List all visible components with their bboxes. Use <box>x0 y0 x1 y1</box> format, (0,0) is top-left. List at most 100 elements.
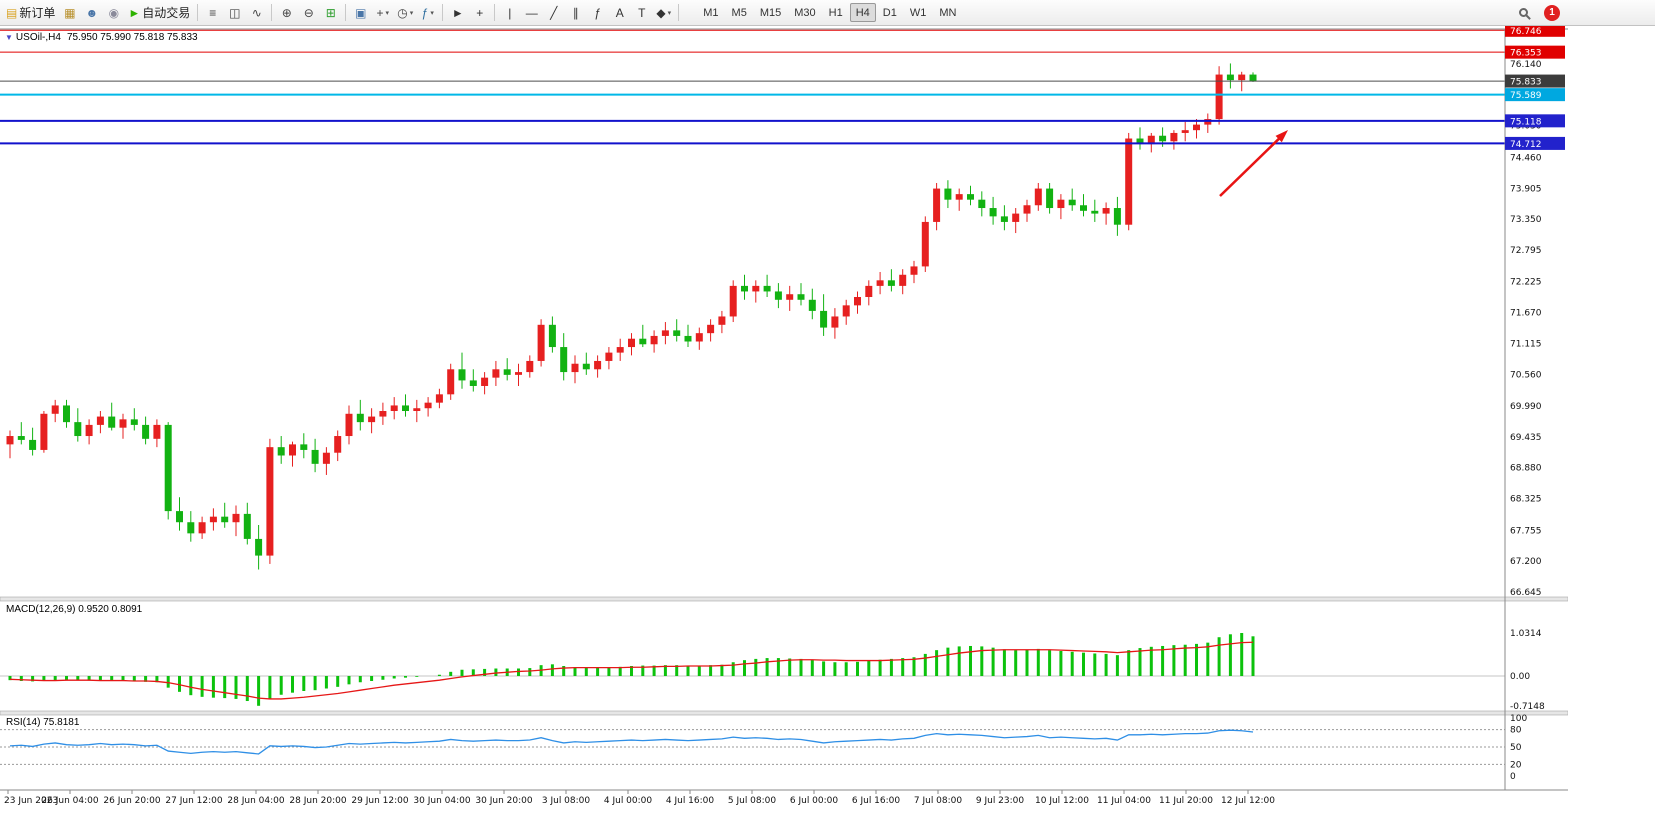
svg-text:28 Jun 04:00: 28 Jun 04:00 <box>227 796 284 806</box>
rsi-line <box>9 729 1254 755</box>
autotrade-label: 自动交易 <box>142 6 191 20</box>
toolbar-separator <box>345 4 347 21</box>
toolbar-separator <box>271 4 273 21</box>
arrows-caret-icon: ▾ <box>667 9 672 17</box>
equidistant-channel-icon: ∥ <box>572 5 579 20</box>
terminal-button[interactable]: ▦ <box>59 2 80 23</box>
crosshair-button[interactable]: + <box>469 2 490 23</box>
vertical-line-button[interactable]: | <box>499 2 520 23</box>
svg-text:4 Jul 00:00: 4 Jul 00:00 <box>604 796 653 806</box>
svg-text:26 Jun 04:00: 26 Jun 04:00 <box>41 796 98 806</box>
line-chart-button[interactable]: ∿ <box>246 2 267 23</box>
svg-text:71.115: 71.115 <box>1510 339 1542 349</box>
profile-button[interactable]: ☻ <box>81 2 102 23</box>
cursor-button[interactable]: ► <box>447 2 468 23</box>
autotrade-icon: ► <box>128 5 141 20</box>
svg-text:1.0314: 1.0314 <box>1510 629 1542 639</box>
svg-text:73.350: 73.350 <box>1510 215 1542 225</box>
svg-text:3 Jul 08:00: 3 Jul 08:00 <box>542 796 591 806</box>
trend-arrow[interactable] <box>1219 130 1288 197</box>
price-label-75.833: 75.833 <box>1505 74 1565 88</box>
timeframe-button-m15[interactable]: M15 <box>754 3 787 22</box>
horizontal-line-button[interactable]: — <box>521 2 542 23</box>
svg-text:9 Jul 23:00: 9 Jul 23:00 <box>976 796 1025 806</box>
timeframe-button-w1[interactable]: W1 <box>904 3 933 22</box>
trendline-button[interactable]: ╱ <box>543 2 564 23</box>
svg-text:71.670: 71.670 <box>1510 309 1542 319</box>
new-order-label: 新订单 <box>19 6 56 20</box>
zoom-out-icon: ⊖ <box>303 5 314 20</box>
symbol-dropdown-icon[interactable]: ▼ <box>5 33 13 42</box>
price-axis[interactable]: 76.14075.58575.03074.46073.90573.35072.7… <box>1510 60 1545 782</box>
indicators-button[interactable]: ƒ ▾ <box>417 2 438 23</box>
svg-text:28 Jun 20:00: 28 Jun 20:00 <box>289 796 346 806</box>
timeframe-button-h4[interactable]: H4 <box>849 3 876 22</box>
timeframe-toolbar: M1 M5 M15 M30 H1 H4 D1 W1 MN <box>697 3 962 22</box>
svg-text:75.118: 75.118 <box>1510 117 1542 127</box>
macd-pane-divider[interactable] <box>0 596 1568 602</box>
grid-button[interactable]: ⊞ <box>320 2 341 23</box>
price-label-76.746: 76.746 <box>1505 26 1565 37</box>
tile-windows-icon: ▣ <box>355 5 367 20</box>
notification-badge[interactable]: 1 <box>1544 4 1560 21</box>
timeframe-button-m5[interactable]: M5 <box>726 3 753 22</box>
rsi-label: RSI(14) 75.8181 <box>6 717 79 728</box>
indicators-icon: ƒ <box>421 5 429 20</box>
svg-text:74.460: 74.460 <box>1510 153 1542 163</box>
zoom-in-button[interactable]: ⊕ <box>276 2 297 23</box>
svg-text:23 Jun 2023: 23 Jun 2023 <box>4 796 58 806</box>
text-label-icon: T <box>638 5 646 20</box>
svg-text:11 Jul 20:00: 11 Jul 20:00 <box>1159 796 1213 806</box>
rsi-pane-divider[interactable] <box>0 710 1568 716</box>
fibonacci-button[interactable]: ƒ <box>587 2 608 23</box>
svg-text:74.712: 74.712 <box>1510 140 1542 150</box>
svg-text:0: 0 <box>1510 772 1516 782</box>
profiles-icon: ◷ <box>397 5 408 20</box>
tile-windows-button[interactable]: ▣ <box>350 2 371 23</box>
svg-text:50: 50 <box>1510 743 1522 753</box>
chart-canvas[interactable]: 76.14075.58575.03074.46073.90573.35072.7… <box>0 26 1568 829</box>
svg-text:-0.7148: -0.7148 <box>1510 702 1545 712</box>
timeframe-button-h1[interactable]: H1 <box>823 3 849 22</box>
svg-text:20: 20 <box>1510 760 1522 770</box>
chart-title: ▼ USOil-,H4 75.950 75.990 75.818 75.833 <box>5 32 198 43</box>
timeframe-button-mn[interactable]: MN <box>933 3 962 22</box>
text-label-button[interactable]: T <box>631 2 652 23</box>
svg-text:67.755: 67.755 <box>1510 526 1542 536</box>
indicators-caret-icon: ▾ <box>430 9 434 17</box>
arrows-button[interactable]: ◆ ▾ <box>653 2 674 23</box>
zoom-out-button[interactable]: ⊖ <box>298 2 319 23</box>
alerts-icon: ◉ <box>108 5 120 20</box>
text-button[interactable]: A <box>609 2 630 23</box>
profiles-button[interactable]: ◷ ▾ <box>394 2 416 23</box>
new-order-button[interactable]: ▤ 新订单 <box>3 2 58 23</box>
alerts-button[interactable]: ◉ <box>103 2 124 23</box>
cursor-icon: ► <box>451 5 464 20</box>
svg-text:29 Jun 12:00: 29 Jun 12:00 <box>351 796 408 806</box>
svg-text:72.225: 72.225 <box>1510 278 1542 288</box>
timeframe-button-m1[interactable]: M1 <box>697 3 724 22</box>
svg-text:76.140: 76.140 <box>1510 60 1542 70</box>
candlestick-chart-button[interactable]: ◫ <box>224 2 245 23</box>
new-chart-button[interactable]: + ▾ <box>372 2 393 23</box>
macd-values: 0.9520 0.8091 <box>78 604 143 615</box>
macd-pane <box>0 632 1505 706</box>
equidistant-channel-button[interactable]: ∥ <box>565 2 586 23</box>
svg-text:80: 80 <box>1510 726 1522 736</box>
svg-text:30 Jun 04:00: 30 Jun 04:00 <box>413 796 470 806</box>
timeframe-button-d1[interactable]: D1 <box>877 3 903 22</box>
svg-text:75.589: 75.589 <box>1510 91 1542 101</box>
toolbar-separator <box>678 4 680 21</box>
svg-text:4 Jul 16:00: 4 Jul 16:00 <box>666 796 715 806</box>
bar-chart-button[interactable]: ≡ <box>202 2 223 23</box>
search-icon <box>1519 8 1528 17</box>
autotrade-button[interactable]: ► 自动交易 <box>125 2 193 23</box>
search-button[interactable] <box>1513 2 1534 23</box>
rsi-name: RSI(14) <box>6 717 41 728</box>
toolbar-right: 1 <box>1513 2 1560 23</box>
timeframe-button-m30[interactable]: M30 <box>788 3 821 22</box>
profile-icon: ☻ <box>85 5 99 20</box>
crosshair-icon: + <box>476 5 484 20</box>
line-chart-icon: ∿ <box>251 5 262 20</box>
